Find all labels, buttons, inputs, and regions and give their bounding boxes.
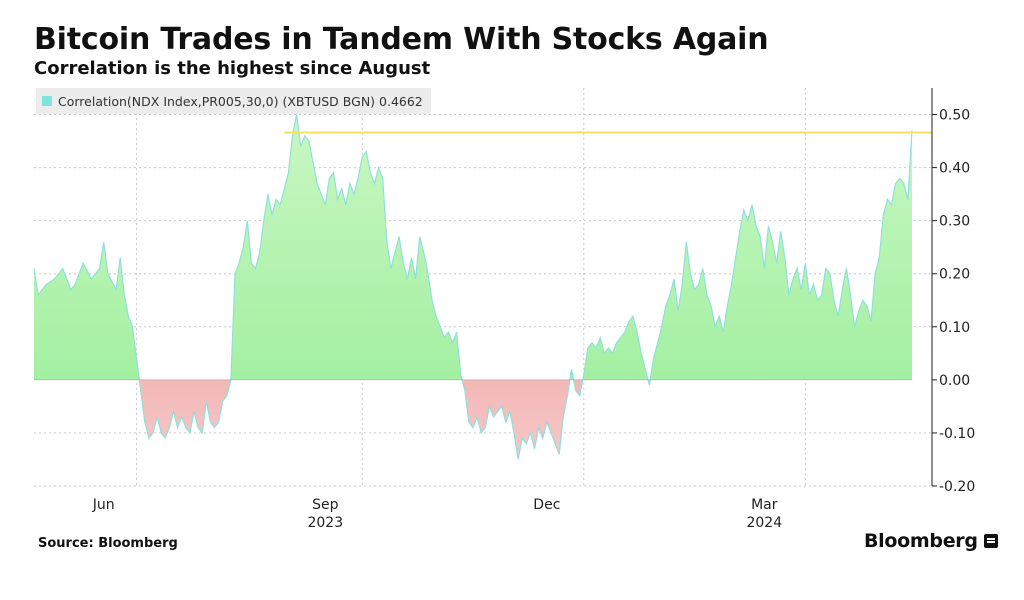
brand-logo: Bloomberg <box>864 530 998 552</box>
chart-subtitle: Correlation is the highest since August <box>34 58 431 79</box>
positive-area <box>34 114 912 380</box>
negative-area <box>34 379 912 460</box>
x-tick-label: Mar <box>751 497 778 513</box>
y-tick-label: 0.50 <box>939 108 970 124</box>
y-axis: -0.20 -0.10 0.00 0.10 0.20 0.30 0.40 0.50 <box>931 88 975 495</box>
chart-title: Bitcoin Trades in Tandem With Stocks Aga… <box>34 22 769 57</box>
y-tick-label: 0.00 <box>939 373 970 389</box>
y-tick-label: 0.20 <box>939 267 970 283</box>
legend: Correlation(NDX Index,PR005,30,0) (XBTUS… <box>36 88 431 114</box>
x-tick-label: Jun <box>92 497 115 513</box>
y-tick-label: 0.40 <box>939 161 970 177</box>
y-tick-label: -0.20 <box>939 479 975 495</box>
y-tick-label: -0.10 <box>939 426 975 442</box>
x-tick-label: Dec <box>533 497 560 513</box>
y-tick-label: 0.10 <box>939 320 970 336</box>
area-layer <box>33 114 913 460</box>
correlation-line <box>33 114 913 460</box>
x-tick-year-label: 2024 <box>746 515 782 531</box>
x-axis: Jun Sep 2023 Dec Mar 2024 <box>92 497 782 531</box>
legend-swatch <box>42 96 52 106</box>
terminal-icon <box>983 534 998 548</box>
grid-layer <box>34 88 932 487</box>
brand-name: Bloomberg <box>864 530 978 552</box>
legend-label: Correlation(NDX Index,PR005,30,0) (XBTUS… <box>58 93 423 109</box>
y-tick-label: 0.30 <box>939 214 970 230</box>
x-tick-label: Sep <box>312 497 339 513</box>
x-tick-year-label: 2023 <box>307 515 343 531</box>
source-note: Source: Bloomberg <box>38 536 178 551</box>
